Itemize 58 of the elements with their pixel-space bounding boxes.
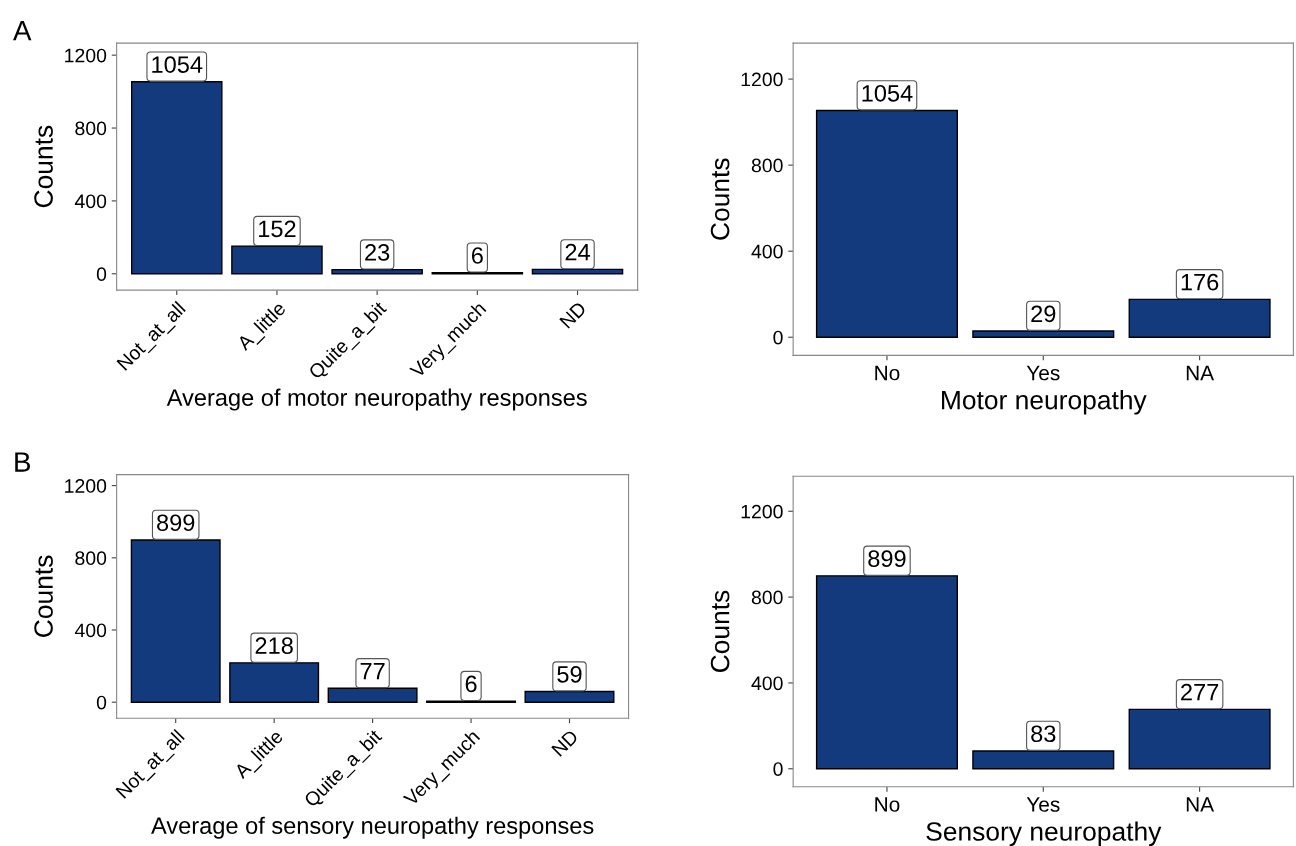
y-tick-label: 1200 bbox=[741, 72, 783, 87]
data-label: 899 bbox=[868, 550, 906, 568]
data-label: 24 bbox=[565, 243, 590, 261]
x-axis-title: Motor neuropathy bbox=[942, 390, 1147, 415]
y-tick-label: 400 bbox=[74, 194, 107, 209]
y-tick-label: 1200 bbox=[65, 48, 107, 63]
x-tick-label: NA bbox=[1186, 797, 1215, 812]
y-tick-label: 800 bbox=[751, 590, 783, 605]
y-axis-title: Counts bbox=[710, 590, 730, 672]
data-label: 152 bbox=[259, 220, 296, 238]
x-tick-label: ND bbox=[559, 301, 587, 329]
bar bbox=[524, 690, 615, 703]
y-axis-title: Counts bbox=[710, 158, 730, 240]
y-tick-label: 0 bbox=[773, 330, 783, 345]
data-label: 29 bbox=[1031, 305, 1056, 323]
y-tick-label: 0 bbox=[773, 762, 783, 776]
y-axis-title: Counts bbox=[34, 555, 53, 637]
bar bbox=[1128, 298, 1271, 338]
bar bbox=[972, 750, 1115, 770]
x-tick-label: Yes bbox=[1026, 365, 1060, 381]
data-label: 23 bbox=[365, 244, 390, 261]
bar bbox=[327, 687, 418, 703]
data-label: 83 bbox=[1031, 725, 1056, 743]
x-tick-label: No bbox=[875, 365, 900, 381]
x-tick-label: Yes bbox=[1026, 797, 1060, 812]
x-axis-title: Average of motor neuropathy responses bbox=[166, 388, 587, 411]
y-axis-title: Counts bbox=[34, 125, 53, 208]
x-axis-title: Average of sensory neuropathy responses bbox=[151, 816, 594, 839]
data-label: 218 bbox=[255, 637, 293, 655]
data-label: 6 bbox=[471, 247, 483, 264]
bar bbox=[1128, 708, 1271, 770]
data-label: 277 bbox=[1181, 683, 1219, 701]
y-tick-label: 400 bbox=[751, 244, 783, 259]
data-label: 176 bbox=[1181, 273, 1219, 291]
text: A bbox=[13, 21, 32, 41]
y-tick-label: 400 bbox=[74, 623, 107, 638]
y-tick-label: 800 bbox=[75, 551, 107, 566]
data-label: 1054 bbox=[152, 56, 203, 73]
y-tick-label: 0 bbox=[96, 267, 107, 282]
data-label: 6 bbox=[465, 675, 477, 693]
bar bbox=[972, 330, 1115, 338]
y-tick-label: 1200 bbox=[65, 479, 107, 493]
y-tick-label: 400 bbox=[751, 676, 783, 691]
data-label: 59 bbox=[557, 665, 582, 683]
bar bbox=[815, 575, 958, 770]
text: B bbox=[15, 452, 31, 472]
data-label: 77 bbox=[360, 662, 385, 680]
bar bbox=[815, 109, 958, 338]
data-label: 1054 bbox=[862, 84, 913, 102]
data-label: 899 bbox=[157, 514, 195, 532]
x-tick-label: NA bbox=[1186, 365, 1215, 381]
y-tick-label: 800 bbox=[75, 121, 107, 136]
x-tick-label: No bbox=[875, 797, 900, 812]
y-tick-label: 800 bbox=[751, 158, 783, 173]
y-tick-label: 0 bbox=[96, 695, 107, 710]
x-axis-title: Sensory neuropathy bbox=[926, 821, 1162, 846]
x-tick-label: ND bbox=[551, 729, 579, 757]
y-tick-label: 1200 bbox=[741, 504, 783, 519]
